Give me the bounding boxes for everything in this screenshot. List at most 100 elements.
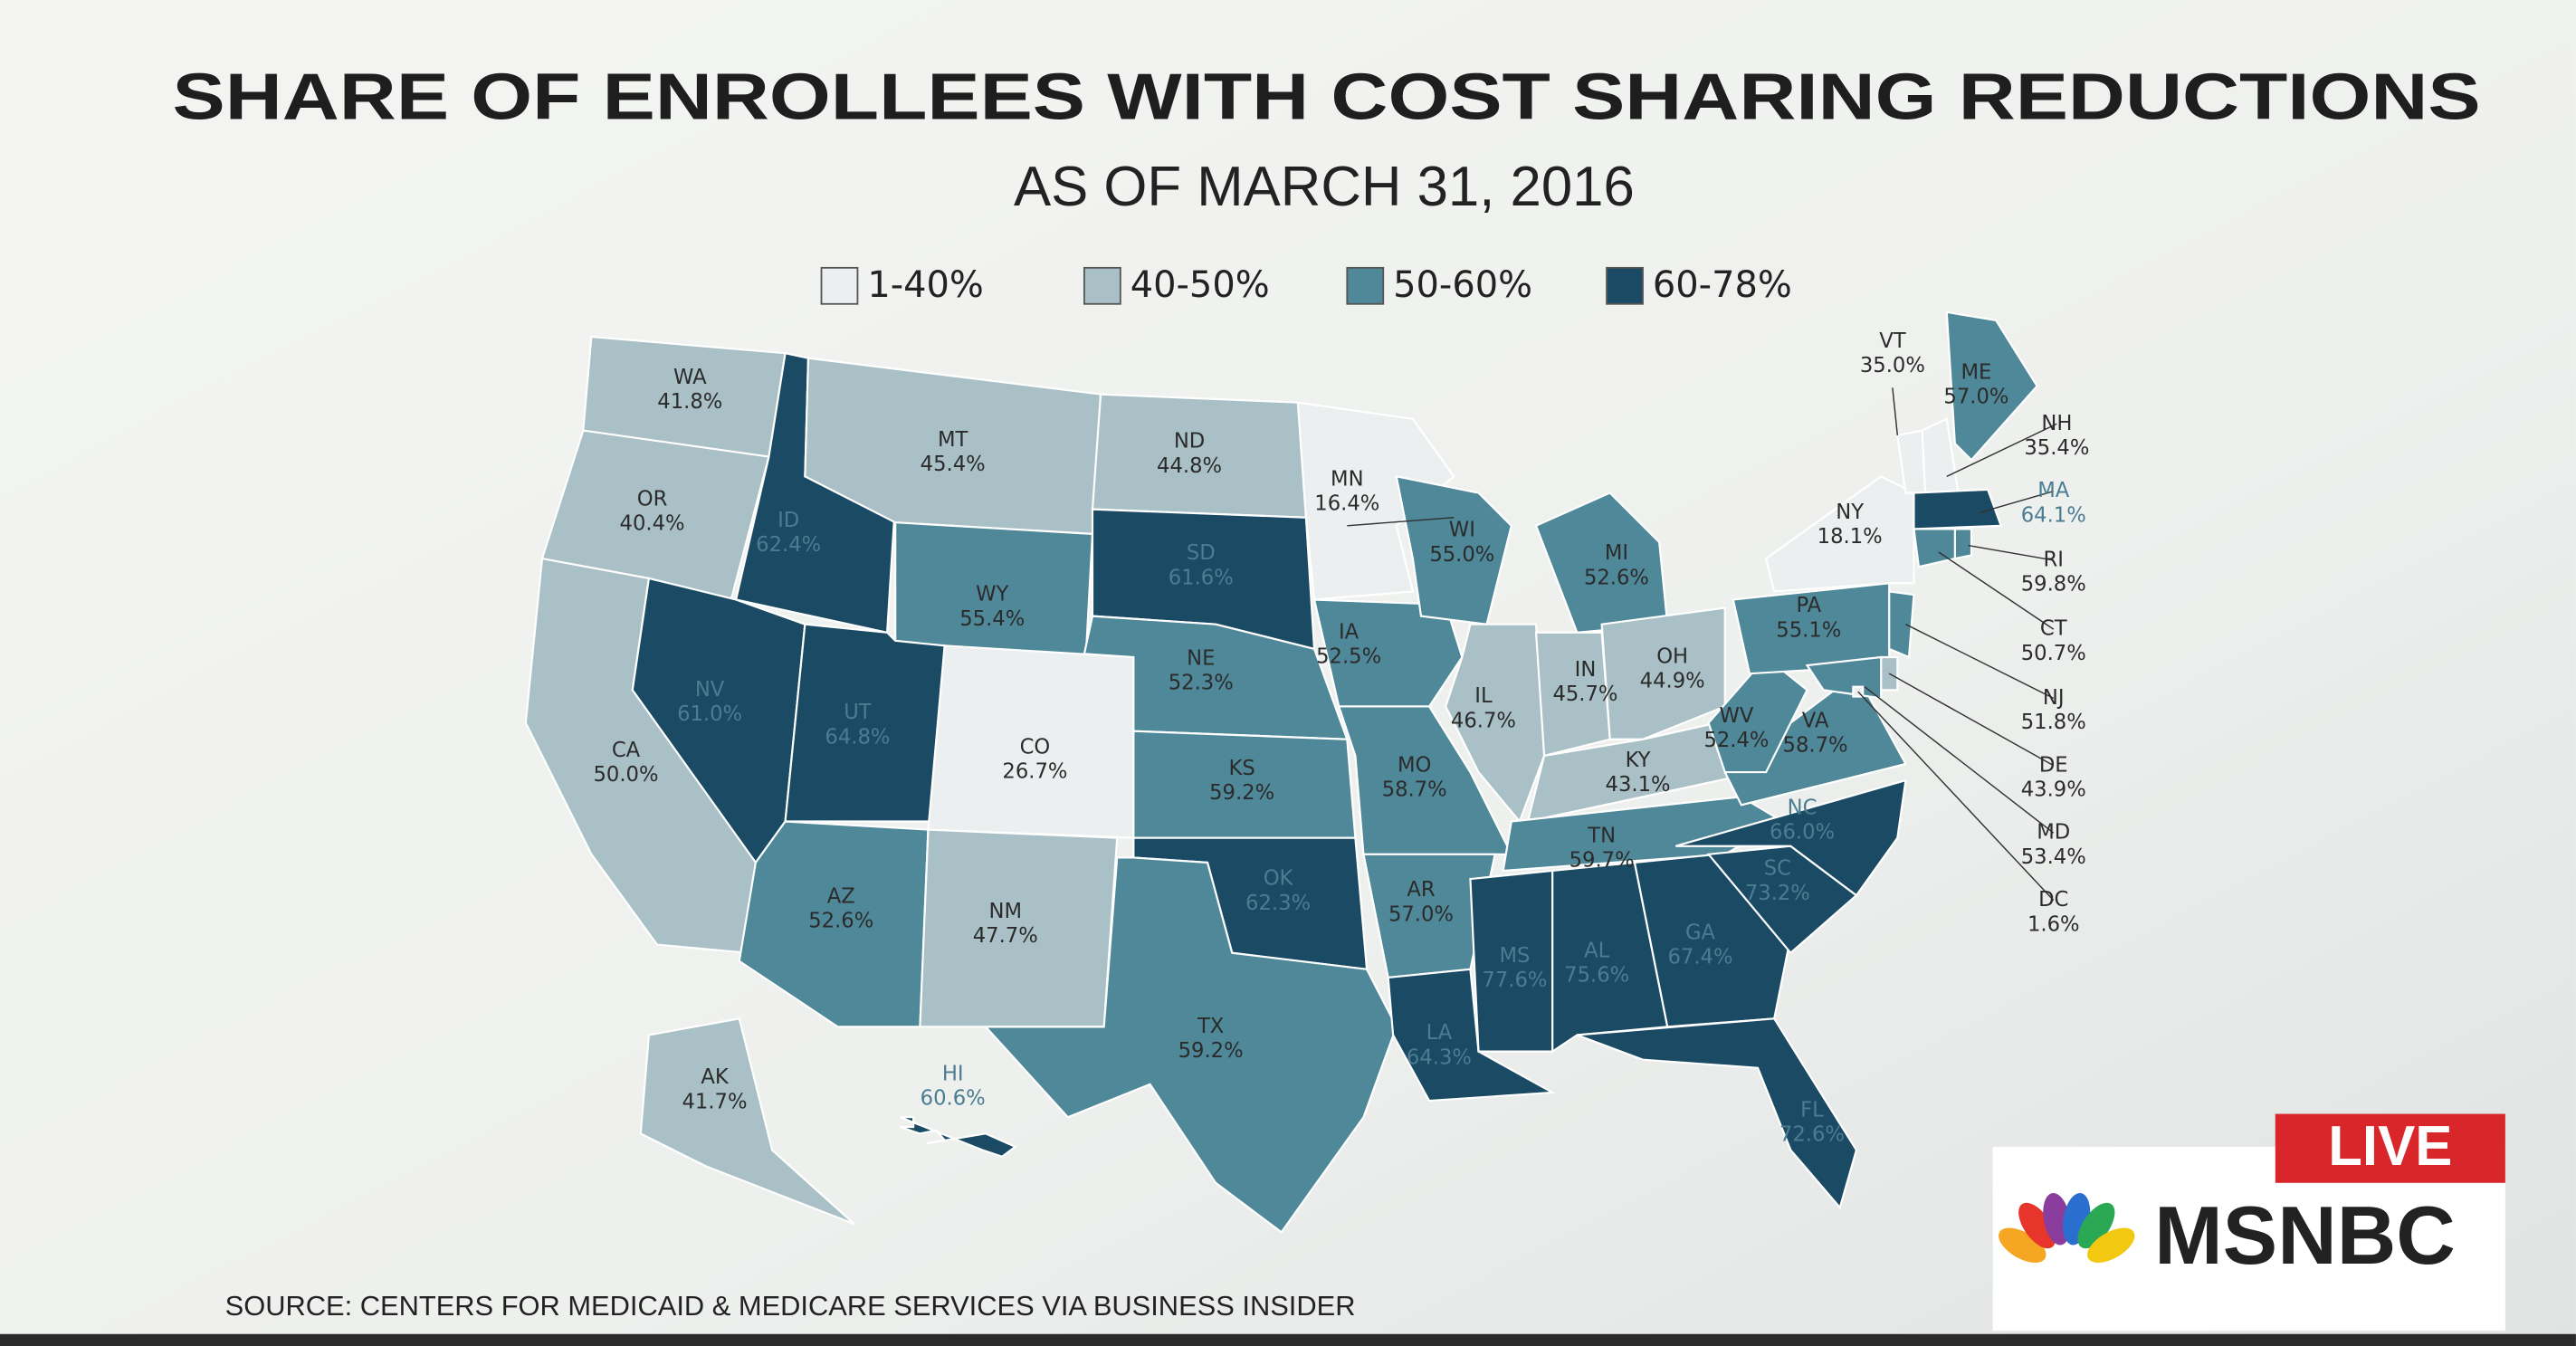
state-abbr: OR (637, 487, 668, 511)
state-abbr: OK (1264, 867, 1294, 891)
state-value: 58.7% (1783, 734, 1848, 758)
state-value: 46.7% (1451, 709, 1516, 732)
state-abbr: NV (695, 678, 725, 702)
state-shape (639, 1017, 855, 1226)
state-abbr: NC (1788, 796, 1818, 819)
state-value: 62.3% (1245, 892, 1311, 915)
leader-line (1968, 544, 2054, 561)
state-abbr: SD (1187, 541, 1216, 565)
state-shape (1534, 492, 1669, 634)
state-value: 66.0% (1770, 821, 1835, 845)
state-abbr: MI (1605, 541, 1628, 565)
state-value: 58.7% (1382, 778, 1447, 802)
state-abbr: UT (844, 701, 872, 724)
state-value: 41.8% (657, 390, 722, 414)
state-abbr: MO (1398, 753, 1431, 777)
state-value: 18.1% (1818, 525, 1883, 549)
state-value: 59.8% (2021, 573, 2086, 597)
state-shape (1723, 672, 1908, 807)
state-value: 50.7% (2021, 642, 2086, 665)
state-abbr: FL (1800, 1098, 1824, 1122)
state-shape (1577, 1017, 1858, 1210)
state-value: 57.0% (1943, 386, 2008, 409)
state-value: 59.7% (1569, 849, 1635, 873)
state-abbr: WI (1449, 519, 1475, 542)
state-abbr: ND (1174, 430, 1205, 453)
state-abbr: MN (1331, 467, 1364, 491)
state-abbr: LA (1426, 1021, 1453, 1045)
peacock-logo (1999, 1193, 2135, 1263)
leader-line (1892, 387, 1899, 436)
state-value: 45.4% (921, 453, 986, 476)
state-abbr: NY (1836, 501, 1864, 524)
state-value: 55.4% (959, 607, 1025, 631)
state-shape (983, 856, 1398, 1234)
network-badge: LIVE MSNBC (1992, 1113, 2505, 1332)
legend-swatch (1083, 266, 1121, 305)
legend-label: 1-40% (867, 264, 984, 306)
state-abbr: IL (1474, 684, 1493, 708)
leader-line (1946, 423, 2057, 478)
state-value: 59.2% (1209, 781, 1274, 805)
state-abbr: SC (1764, 857, 1791, 881)
state-abbr: KY (1626, 749, 1651, 772)
live-label: LIVE (2328, 1115, 2452, 1178)
state-value: 52.6% (808, 910, 873, 933)
leader-line (1905, 624, 2055, 700)
state-abbr: NE (1187, 646, 1215, 670)
leader-line (1938, 551, 2055, 630)
state-abbr: AR (1407, 878, 1436, 902)
state-value: 40.4% (620, 511, 685, 535)
legend-label: 50-60% (1393, 264, 1532, 306)
leader-line (1857, 691, 2055, 902)
legend-swatch (1346, 266, 1385, 305)
state-value: 1.6% (2027, 912, 2080, 936)
map: WA41.8%OR40.4%CA50.0%ID62.4%NV61.0%MT45.… (524, 310, 2089, 1234)
state-abbr: PA (1796, 594, 1821, 617)
state-abbr: IA (1339, 620, 1360, 644)
state-value: 61.6% (1169, 566, 1234, 589)
state-value: 64.8% (825, 725, 890, 749)
state-value: 52.4% (1703, 729, 1769, 752)
state-value: 55.1% (1776, 618, 1841, 642)
state-value: 44.9% (1640, 670, 1705, 693)
state-value: 26.7% (1002, 760, 1067, 784)
state-shape (1913, 488, 2003, 530)
state-abbr: ME (1961, 361, 1991, 385)
leader-line (1888, 673, 2055, 767)
state-value: 16.4% (1314, 492, 1379, 516)
state-value: 64.1% (2021, 503, 2086, 527)
state-value: 47.7% (973, 924, 1038, 948)
legend-label: 60-78% (1653, 264, 1792, 306)
state-abbr: VT (1879, 329, 1906, 353)
state-value: 35.0% (1860, 354, 1925, 377)
state-value: 57.0% (1388, 902, 1454, 926)
state-shape (1387, 968, 1556, 1103)
state-shape (1913, 528, 1956, 568)
state-abbr: VA (1802, 709, 1829, 732)
ticker-strip (0, 1333, 2576, 1346)
state-abbr: NJ (2043, 686, 2065, 710)
state-value: 60.6% (921, 1087, 986, 1111)
state-value: 52.6% (1584, 566, 1649, 589)
state-abbr: ID (778, 509, 799, 532)
state-shape (1675, 778, 1907, 897)
legend: 1-40% 40-50% 50-60% 60-78% (820, 264, 1792, 306)
title: SHARE OF ENROLLEES WITH COST SHARING RED… (173, 61, 2481, 134)
state-shape (1888, 590, 1915, 659)
state-value: 61.0% (677, 702, 742, 726)
state-value: 55.0% (1429, 543, 1494, 567)
legend-swatch (820, 266, 859, 305)
state-abbr: TX (1197, 1015, 1224, 1038)
state-value: 73.2% (1745, 882, 1810, 905)
state-abbr: OH (1656, 645, 1688, 669)
state-shape (1296, 401, 1455, 601)
state-value: 77.6% (1482, 969, 1547, 992)
state-shape (1945, 310, 2038, 462)
state-value: 75.6% (1564, 964, 1629, 988)
state-shape (1600, 606, 1726, 740)
state-abbr: NM (989, 900, 1023, 923)
live-box (2275, 1113, 2505, 1183)
state-abbr: AZ (827, 884, 855, 908)
state-value: 72.6% (1779, 1123, 1845, 1147)
